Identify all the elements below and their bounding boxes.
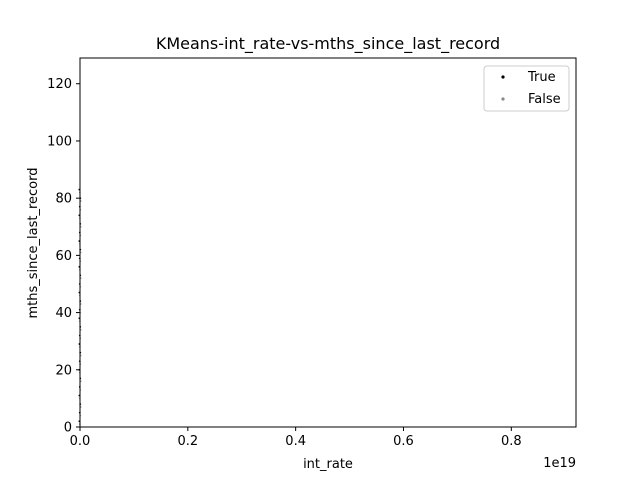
y-axis-label: mths_since_last_record [26, 167, 41, 318]
legend: True False [483, 65, 570, 112]
x-tick-label: 0.2 [177, 434, 198, 449]
legend-label-false: False [528, 92, 561, 107]
y-tick-label: 40 [55, 306, 72, 321]
y-tick-label: 100 [47, 134, 72, 149]
x-tick-label: 0.4 [285, 434, 306, 449]
x-tick-label: 0.8 [501, 434, 522, 449]
y-tick-label: 60 [55, 249, 72, 264]
x-axis-ticks: 0.0 0.2 0.4 0.6 0.8 [70, 427, 522, 449]
x-tick-label: 0.6 [393, 434, 414, 449]
y-tick-label: 0 [64, 421, 72, 436]
legend-label-true: True [527, 70, 556, 85]
legend-marker-true [501, 75, 505, 79]
y-tick-label: 80 [55, 192, 72, 207]
y-axis-ticks: 0 20 40 60 80 100 120 [47, 77, 80, 436]
plot-area [80, 58, 576, 427]
y-tick-label: 20 [55, 363, 72, 378]
x-axis-label: int_rate [303, 457, 353, 472]
chart-title: KMeans-int_rate-vs-mths_since_last_recor… [156, 34, 500, 54]
x-tick-label: 0.0 [70, 434, 91, 449]
y-tick-label: 120 [47, 77, 72, 92]
legend-box [483, 65, 570, 112]
legend-marker-false [501, 97, 505, 101]
plot-frame [79, 57, 577, 428]
x-axis-offset-text: 1e19 [543, 456, 576, 471]
